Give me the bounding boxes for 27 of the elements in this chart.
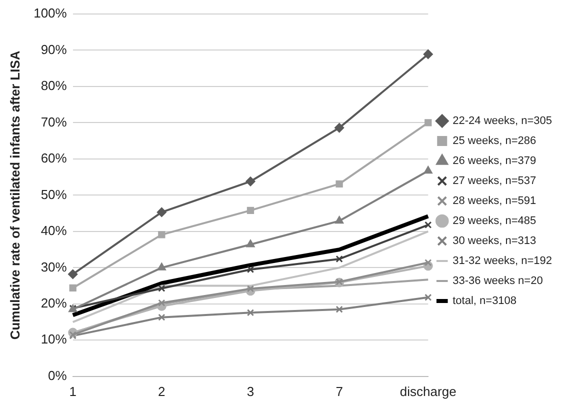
y-tick-label: 70%	[40, 114, 68, 130]
x-tick-label: 3	[246, 384, 254, 399]
y-axis-title: Cumulative rate of ventilated infants after LISA	[7, 50, 22, 340]
y-tick-label: 60%	[40, 150, 68, 166]
y-tick-label: 50%	[40, 186, 68, 202]
legend-label: 28 weeks, n=591	[452, 195, 536, 208]
y-tick-label: 30%	[40, 259, 68, 274]
y-tick-label: 20%	[40, 296, 68, 310]
y-tick-label: 40%	[40, 223, 68, 238]
legend-label: 30 weeks, n=313	[452, 235, 536, 248]
legend-label: 29 weeks, n=485	[452, 215, 536, 228]
x-tick-label: 7	[336, 384, 343, 399]
y-tick-label: 90%	[40, 42, 68, 57]
x-tick-label: 1	[69, 384, 76, 399]
y-tick-label: 0%	[48, 368, 68, 383]
y-tick-label: 10%	[40, 332, 68, 347]
legend-label: total, n=3108	[452, 295, 517, 308]
legend-label: 25 weeks, n=286	[452, 135, 536, 148]
x-tick-label: discharge	[400, 384, 456, 399]
legend-label: 22-24 weeks, n=305	[452, 115, 552, 128]
legend-label: 31-32 weeks, n=192	[452, 255, 552, 268]
x-tick-label: 2	[158, 384, 166, 399]
legend-label: 27 weeks, n=537	[452, 175, 536, 188]
y-tick-label: 80%	[40, 78, 68, 94]
y-tick-label: 100%	[34, 6, 68, 21]
legend-label: 33-36 weeks n=20	[452, 275, 543, 288]
legend-label: 26 weeks, n=379	[452, 155, 536, 168]
